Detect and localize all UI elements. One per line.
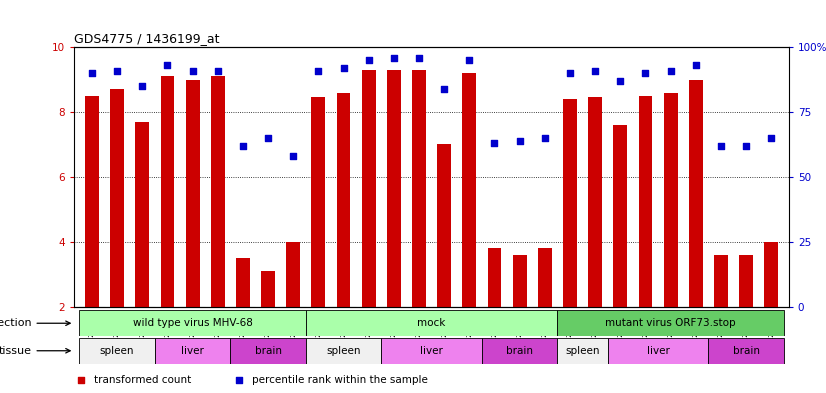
Bar — [287, 242, 300, 307]
Point — [588, 67, 601, 73]
Bar — [614, 125, 627, 307]
Point — [513, 138, 526, 144]
Bar — [638, 96, 653, 307]
Bar — [230, 338, 306, 364]
Bar — [764, 242, 778, 307]
Bar — [306, 310, 558, 336]
Bar — [709, 338, 784, 364]
Bar — [311, 97, 325, 307]
Point — [563, 70, 577, 76]
Point — [287, 153, 300, 159]
Text: transformed count: transformed count — [94, 375, 192, 385]
Point — [161, 62, 174, 68]
Bar — [513, 255, 526, 307]
Bar — [482, 338, 558, 364]
Point — [739, 143, 752, 149]
Text: percentile rank within the sample: percentile rank within the sample — [252, 375, 427, 385]
Point — [111, 67, 124, 73]
Point — [337, 65, 350, 71]
Bar — [211, 76, 225, 307]
Point — [539, 135, 552, 141]
Bar — [186, 79, 200, 307]
Point — [262, 135, 275, 141]
Point — [75, 376, 88, 383]
Point — [765, 135, 778, 141]
Text: GDS4775 / 1436199_at: GDS4775 / 1436199_at — [74, 31, 220, 44]
Text: liver: liver — [420, 346, 443, 356]
Bar — [382, 338, 482, 364]
Bar — [261, 271, 275, 307]
Bar — [135, 122, 150, 307]
Bar — [558, 310, 784, 336]
Bar — [714, 255, 728, 307]
Point — [362, 57, 375, 63]
Point — [85, 70, 98, 76]
Point — [186, 67, 199, 73]
Bar — [588, 97, 602, 307]
Text: wild type virus MHV-68: wild type virus MHV-68 — [133, 318, 253, 328]
Text: brain: brain — [733, 346, 760, 356]
Point — [463, 57, 476, 63]
Bar — [79, 338, 154, 364]
Bar — [487, 248, 501, 307]
Point — [135, 83, 149, 89]
Point — [412, 54, 425, 61]
Bar — [154, 338, 230, 364]
Text: mutant virus ORF73.stop: mutant virus ORF73.stop — [605, 318, 736, 328]
Point — [211, 67, 225, 73]
Point — [664, 67, 677, 73]
Point — [689, 62, 702, 68]
Text: liver: liver — [181, 346, 204, 356]
Point — [488, 140, 501, 146]
Text: brain: brain — [506, 346, 533, 356]
Bar — [160, 76, 174, 307]
Bar — [412, 70, 426, 307]
Point — [714, 143, 728, 149]
Text: spleen: spleen — [565, 346, 600, 356]
Point — [236, 143, 249, 149]
Bar — [739, 255, 753, 307]
Text: spleen: spleen — [326, 346, 361, 356]
Bar — [337, 93, 350, 307]
Bar — [558, 338, 608, 364]
Bar — [236, 258, 249, 307]
Bar — [110, 89, 124, 307]
Bar — [689, 79, 703, 307]
Bar — [437, 144, 451, 307]
Text: infection: infection — [0, 318, 70, 328]
Bar — [463, 73, 477, 307]
Point — [638, 70, 652, 76]
Point — [232, 376, 245, 383]
Text: brain: brain — [254, 346, 282, 356]
Bar — [306, 338, 382, 364]
Point — [438, 86, 451, 92]
Bar — [79, 310, 306, 336]
Point — [387, 54, 401, 61]
Bar — [608, 338, 709, 364]
Point — [311, 67, 325, 73]
Bar — [563, 99, 577, 307]
Text: spleen: spleen — [100, 346, 135, 356]
Point — [614, 78, 627, 84]
Bar — [85, 96, 99, 307]
Text: mock: mock — [417, 318, 446, 328]
Bar — [362, 70, 376, 307]
Text: liver: liver — [647, 346, 669, 356]
Text: tissue: tissue — [0, 346, 70, 356]
Bar — [387, 70, 401, 307]
Bar — [538, 248, 552, 307]
Bar — [663, 93, 677, 307]
